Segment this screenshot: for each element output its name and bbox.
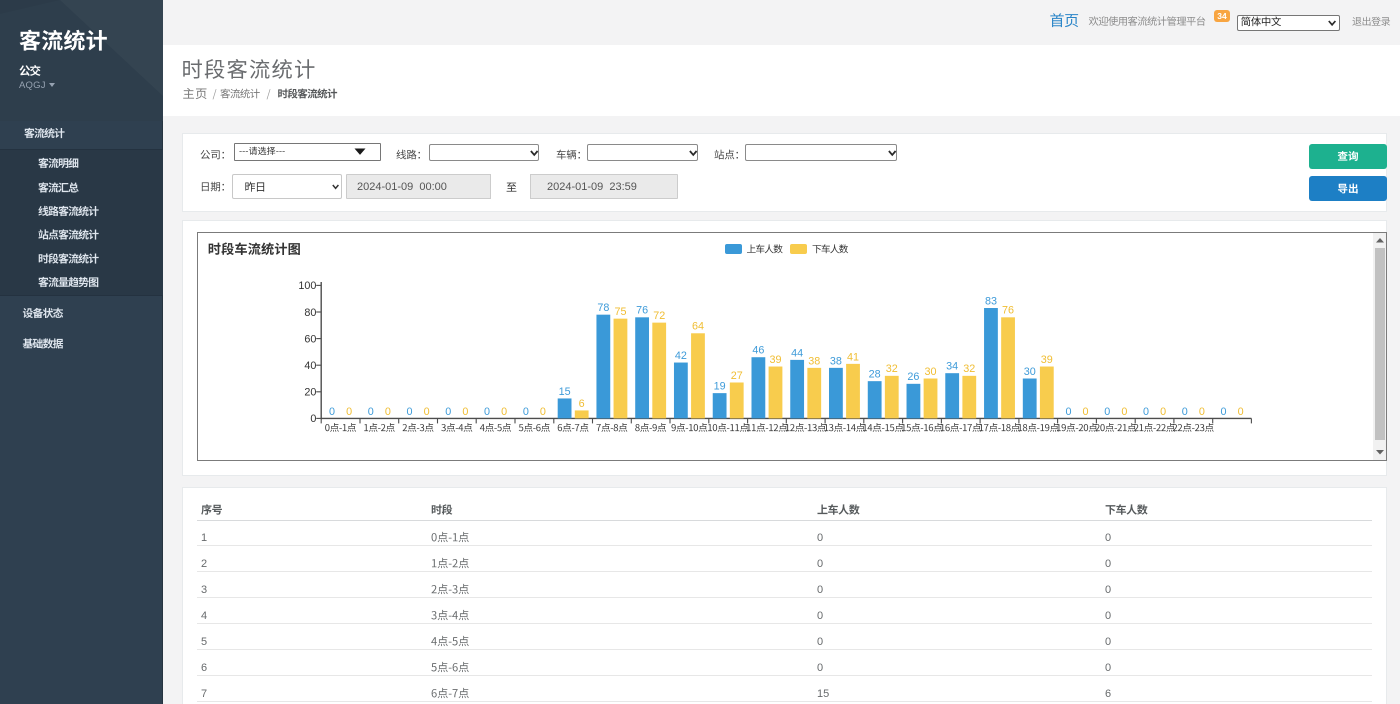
svg-text:0: 0: [1199, 406, 1205, 418]
svg-text:0: 0: [540, 406, 546, 418]
svg-text:83: 83: [985, 295, 997, 307]
svg-text:46: 46: [752, 345, 764, 357]
svg-text:27: 27: [731, 370, 743, 382]
svg-text:38: 38: [808, 355, 820, 367]
svg-text:26: 26: [907, 371, 919, 383]
svg-text:0: 0: [424, 406, 430, 418]
svg-text:39: 39: [769, 354, 781, 366]
svg-text:0: 0: [346, 406, 352, 418]
svg-text:0: 0: [1065, 406, 1071, 418]
svg-text:20: 20: [304, 387, 316, 399]
svg-text:0: 0: [462, 406, 468, 418]
svg-text:78: 78: [597, 302, 609, 314]
svg-text:64: 64: [692, 321, 704, 333]
svg-text:0: 0: [1121, 406, 1127, 418]
svg-text:0: 0: [445, 406, 451, 418]
svg-text:15: 15: [559, 386, 571, 398]
svg-text:72: 72: [653, 310, 665, 322]
svg-text:0: 0: [1083, 406, 1089, 418]
svg-text:28: 28: [869, 369, 881, 381]
svg-text:100: 100: [298, 280, 316, 292]
svg-text:0: 0: [329, 406, 335, 418]
svg-text:0: 0: [368, 406, 374, 418]
svg-text:75: 75: [614, 306, 626, 318]
svg-text:0: 0: [523, 406, 529, 418]
svg-text:19: 19: [714, 381, 726, 393]
svg-text:0: 0: [1182, 406, 1188, 418]
svg-text:0: 0: [407, 406, 413, 418]
svg-text:40: 40: [304, 360, 316, 372]
svg-text:0: 0: [1160, 406, 1166, 418]
svg-text:0: 0: [1221, 406, 1227, 418]
svg-text:76: 76: [1002, 305, 1014, 317]
svg-text:38: 38: [830, 355, 842, 367]
svg-text:30: 30: [1024, 366, 1036, 378]
svg-text:32: 32: [963, 363, 975, 375]
svg-text:32: 32: [886, 363, 898, 375]
svg-text:39: 39: [1041, 354, 1053, 366]
svg-text:0: 0: [385, 406, 391, 418]
svg-text:0: 0: [1238, 406, 1244, 418]
svg-text:34: 34: [946, 361, 958, 373]
svg-text:0: 0: [484, 406, 490, 418]
svg-text:0: 0: [1143, 406, 1149, 418]
svg-text:44: 44: [791, 347, 803, 359]
svg-text:0: 0: [501, 406, 507, 418]
svg-text:76: 76: [636, 305, 648, 317]
svg-text:30: 30: [925, 366, 937, 378]
svg-text:0: 0: [1104, 406, 1110, 418]
svg-text:42: 42: [675, 350, 687, 362]
svg-text:41: 41: [847, 351, 859, 363]
svg-text:80: 80: [304, 307, 316, 319]
svg-text:0: 0: [310, 413, 316, 425]
svg-text:6: 6: [579, 398, 585, 410]
svg-text:60: 60: [304, 333, 316, 345]
